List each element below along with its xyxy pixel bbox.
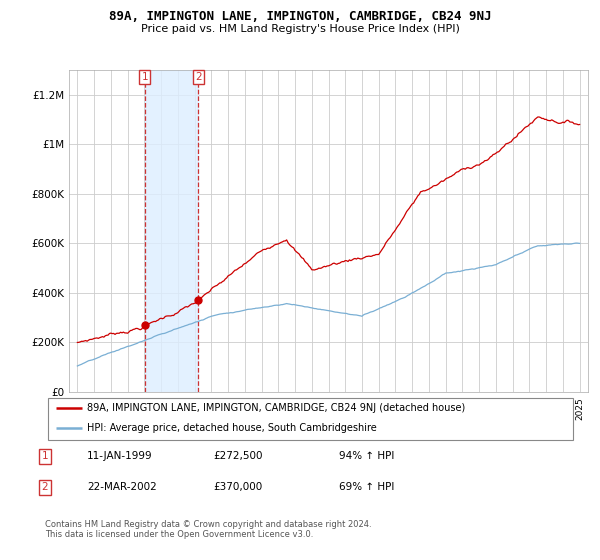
Text: 89A, IMPINGTON LANE, IMPINGTON, CAMBRIDGE, CB24 9NJ: 89A, IMPINGTON LANE, IMPINGTON, CAMBRIDG… [109,10,491,23]
Text: 2: 2 [41,482,49,492]
Text: 1: 1 [142,72,148,82]
Text: 94% ↑ HPI: 94% ↑ HPI [339,451,394,461]
Text: Contains HM Land Registry data © Crown copyright and database right 2024.
This d: Contains HM Land Registry data © Crown c… [45,520,371,539]
Text: £370,000: £370,000 [213,482,262,492]
FancyBboxPatch shape [48,398,573,440]
Text: £272,500: £272,500 [213,451,263,461]
Text: 2: 2 [195,72,202,82]
Text: 89A, IMPINGTON LANE, IMPINGTON, CAMBRIDGE, CB24 9NJ (detached house): 89A, IMPINGTON LANE, IMPINGTON, CAMBRIDG… [88,403,466,413]
Text: HPI: Average price, detached house, South Cambridgeshire: HPI: Average price, detached house, Sout… [88,423,377,433]
Bar [145,70,198,392]
Text: 1: 1 [41,451,49,461]
Text: 22-MAR-2002: 22-MAR-2002 [87,482,157,492]
Text: Price paid vs. HM Land Registry's House Price Index (HPI): Price paid vs. HM Land Registry's House … [140,24,460,34]
Text: 69% ↑ HPI: 69% ↑ HPI [339,482,394,492]
Text: 11-JAN-1999: 11-JAN-1999 [87,451,152,461]
